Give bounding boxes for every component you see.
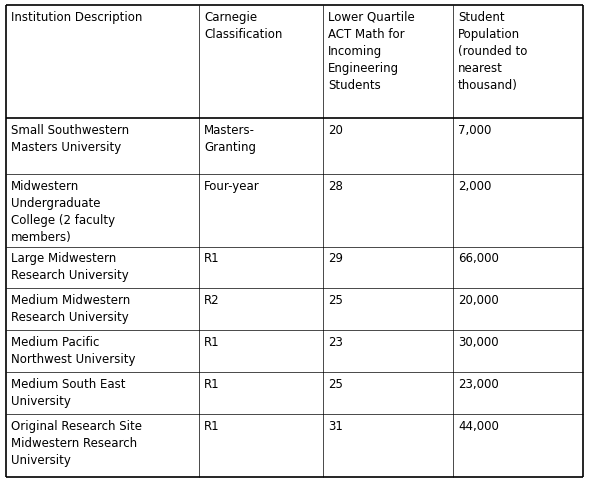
Text: 23,000: 23,000 <box>458 378 499 391</box>
Text: Student
Population
(rounded to
nearest
thousand): Student Population (rounded to nearest t… <box>458 11 527 92</box>
Text: 28: 28 <box>328 179 343 192</box>
Text: 31: 31 <box>328 420 343 433</box>
Text: 2,000: 2,000 <box>458 179 491 192</box>
Text: 7,000: 7,000 <box>458 124 491 137</box>
Text: Medium South East
University: Medium South East University <box>11 378 125 408</box>
Text: Masters-
Granting: Masters- Granting <box>204 124 256 154</box>
Text: Small Southwestern
Masters University: Small Southwestern Masters University <box>11 124 129 154</box>
Text: 44,000: 44,000 <box>458 420 499 433</box>
Text: Four-year: Four-year <box>204 179 260 192</box>
Text: Carnegie
Classification: Carnegie Classification <box>204 11 282 40</box>
Text: R2: R2 <box>204 294 220 307</box>
Text: Medium Pacific
Northwest University: Medium Pacific Northwest University <box>11 336 135 366</box>
Text: 20,000: 20,000 <box>458 294 499 307</box>
Text: 25: 25 <box>328 378 343 391</box>
Text: R1: R1 <box>204 336 220 349</box>
Text: Institution Description: Institution Description <box>11 11 142 24</box>
Text: 25: 25 <box>328 294 343 307</box>
Text: 66,000: 66,000 <box>458 252 499 265</box>
Text: 23: 23 <box>328 336 343 349</box>
Text: R1: R1 <box>204 252 220 265</box>
Text: Medium Midwestern
Research University: Medium Midwestern Research University <box>11 294 130 324</box>
Text: Original Research Site
Midwestern Research
University: Original Research Site Midwestern Resear… <box>11 420 141 467</box>
Text: R1: R1 <box>204 378 220 391</box>
Text: R1: R1 <box>204 420 220 433</box>
Text: 20: 20 <box>328 124 343 137</box>
Text: Lower Quartile
ACT Math for
Incoming
Engineering
Students: Lower Quartile ACT Math for Incoming Eng… <box>328 11 415 92</box>
Text: 29: 29 <box>328 252 343 265</box>
Text: Large Midwestern
Research University: Large Midwestern Research University <box>11 252 128 282</box>
Text: Midwestern
Undergraduate
College (2 faculty
members): Midwestern Undergraduate College (2 facu… <box>11 179 115 243</box>
Text: 30,000: 30,000 <box>458 336 498 349</box>
